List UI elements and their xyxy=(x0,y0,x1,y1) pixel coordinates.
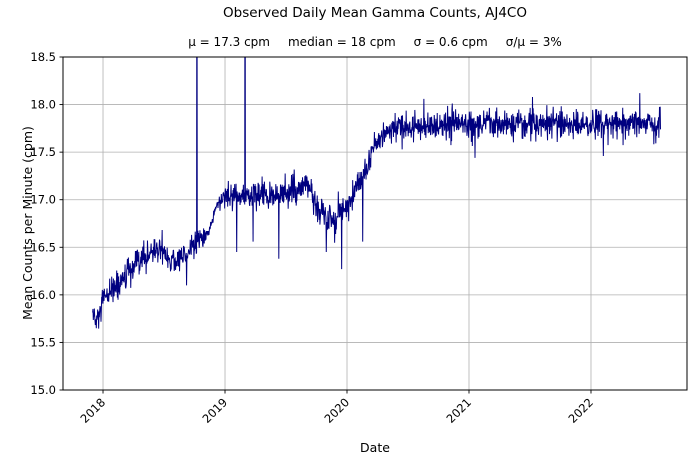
data-series xyxy=(92,57,661,329)
y-tick-label: 17.0 xyxy=(30,193,56,207)
y-tick-label: 17.5 xyxy=(30,145,56,159)
y-tick-label: 15.5 xyxy=(30,335,56,349)
y-tick-labels: 15.0 15.5 16.0 16.5 17.0 17.5 18.0 18.5 xyxy=(30,50,56,397)
plot-frame xyxy=(62,56,688,391)
x-tick-label: 2022 xyxy=(566,395,597,426)
y-tick-label: 16.0 xyxy=(30,288,56,302)
x-tick-labels: 2018 2019 2020 2021 2022 xyxy=(78,395,597,426)
data-line xyxy=(92,57,661,329)
y-tick-label: 16.5 xyxy=(30,240,56,254)
x-tick-label: 2019 xyxy=(200,395,231,426)
chart-title: Observed Daily Mean Gamma Counts, AJ4CO xyxy=(223,5,527,21)
y-tick-label: 18.5 xyxy=(30,50,56,64)
y-tick-label: 15.0 xyxy=(30,383,56,397)
chart-stats-line: μ = 17.3 cpm median = 18 cpm σ = 0.6 cpm… xyxy=(188,35,562,49)
y-axis-label: Mean Counts per Minute (cpm) xyxy=(20,126,35,320)
y-tick-label: 18.0 xyxy=(30,98,56,112)
gridlines xyxy=(63,56,687,391)
x-tick-label: 2020 xyxy=(322,395,353,426)
x-tick-label: 2021 xyxy=(444,395,475,426)
x-axis-label: Date xyxy=(360,440,390,455)
tick-marks xyxy=(59,56,592,394)
x-tick-label: 2018 xyxy=(78,395,109,426)
